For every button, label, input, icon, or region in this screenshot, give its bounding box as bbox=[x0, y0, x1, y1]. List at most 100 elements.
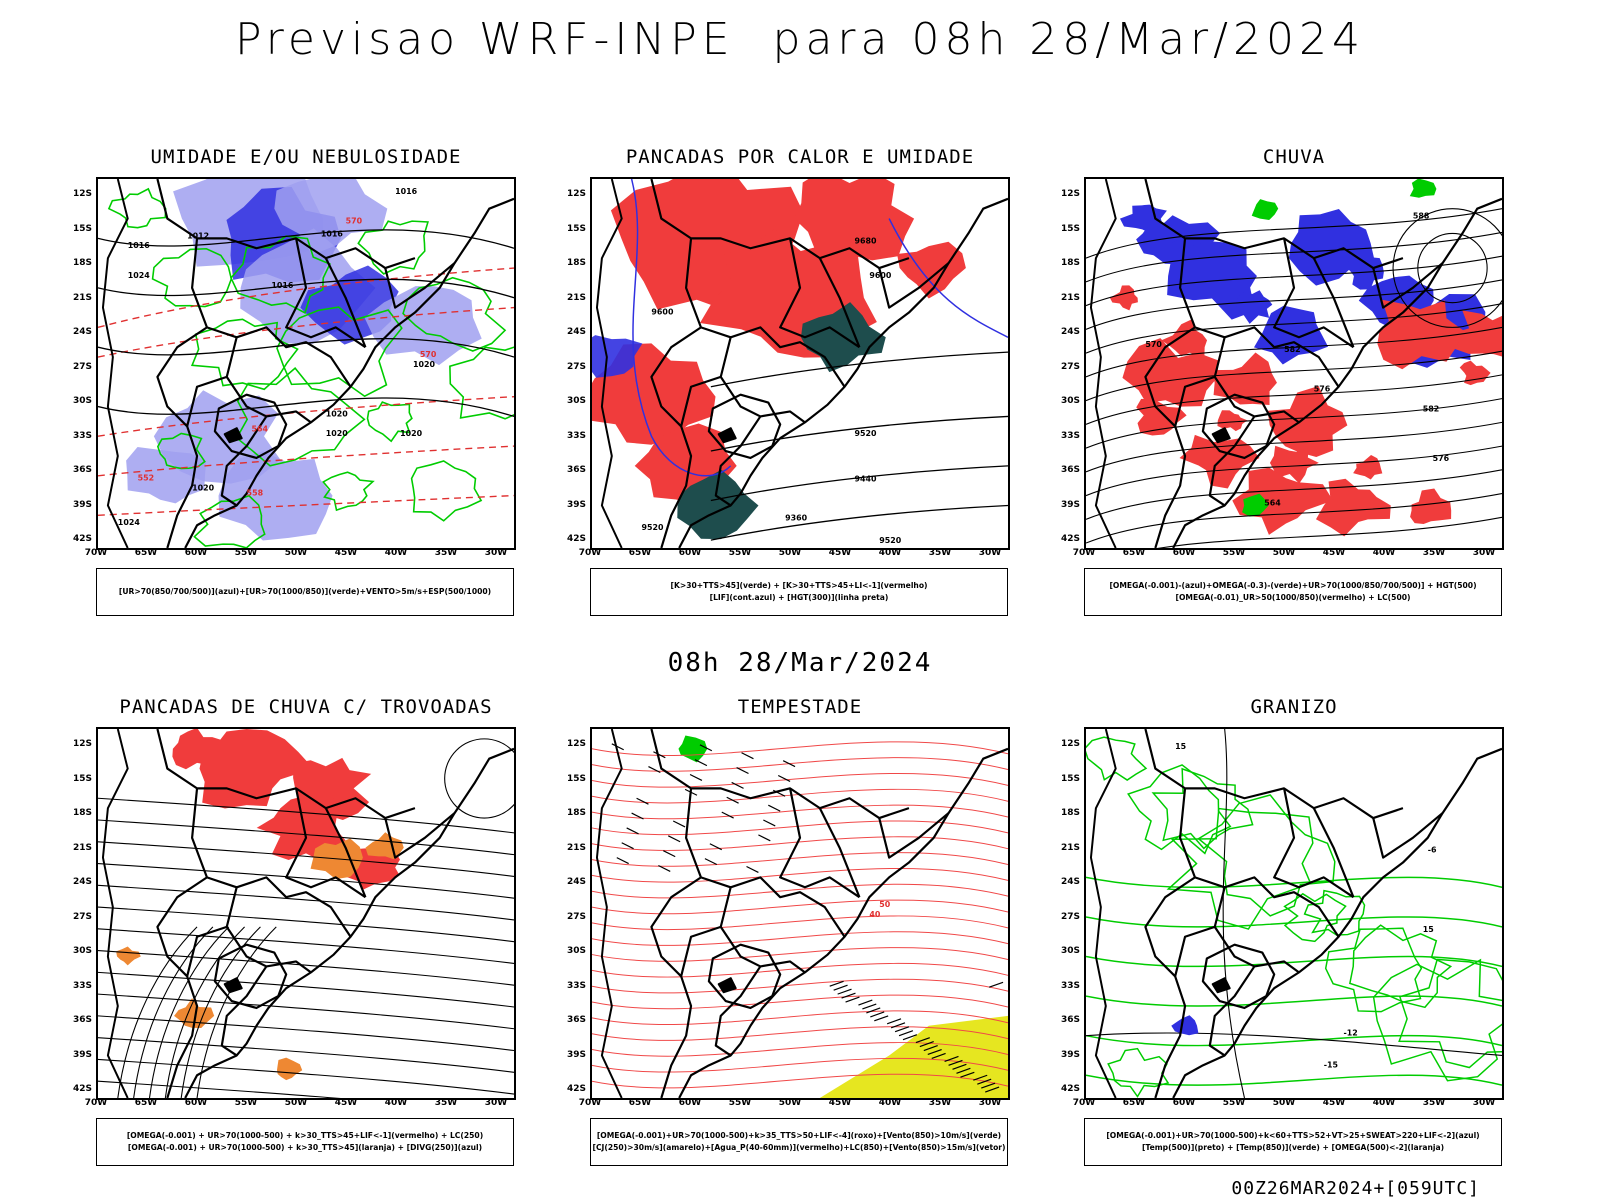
contour-label: 588 bbox=[1413, 212, 1430, 221]
contour-label: 9360 bbox=[785, 513, 808, 522]
latitude-label: 18S bbox=[566, 258, 586, 268]
longitude-label: 65W bbox=[628, 1098, 652, 1108]
latitude-label: 27S bbox=[72, 361, 92, 372]
latitude-label: 21S bbox=[72, 842, 92, 853]
latitude-label: 30S bbox=[1060, 396, 1080, 406]
latitude-label: 33S bbox=[1060, 430, 1080, 441]
longitude-label: 65W bbox=[134, 548, 158, 558]
latitude-label: 15S bbox=[1060, 773, 1080, 784]
forecast-map bbox=[98, 729, 514, 1098]
longitude-label: 45W bbox=[334, 548, 358, 558]
latitude-label: 27S bbox=[1060, 361, 1080, 372]
contour-label: 40 bbox=[869, 910, 881, 919]
longitude-label: 35W bbox=[928, 548, 952, 558]
low-level-humidity-contour bbox=[449, 346, 514, 420]
contour-label: 9680 bbox=[854, 236, 877, 245]
longitude-label: 40W bbox=[1372, 1098, 1396, 1108]
latitude-label: 12S bbox=[566, 189, 586, 199]
contour-label: 564 bbox=[252, 424, 269, 433]
contour-label: 570 bbox=[420, 350, 437, 359]
longitude-label: 35W bbox=[1422, 548, 1446, 558]
forecast-map: 15 -6 15 -12 -15 bbox=[1086, 729, 1502, 1098]
latitude-label: 12S bbox=[72, 189, 92, 199]
contour-label: 15 bbox=[1423, 925, 1434, 934]
longitude-label: 30W bbox=[1472, 548, 1496, 558]
latitude-label: 42S bbox=[1060, 534, 1080, 544]
omega-humidity-area bbox=[1410, 488, 1452, 524]
longitude-label: 70W bbox=[578, 548, 602, 558]
latitude-label: 33S bbox=[72, 980, 92, 991]
longitude-label: 30W bbox=[1472, 1098, 1496, 1108]
longitude-label: 35W bbox=[928, 1098, 952, 1108]
legend-line: [Temp(500)](preto) + [Temp(850)](verde) … bbox=[1141, 1143, 1445, 1152]
forecast-map: 9680 9600 9600 9520 9520 9440 9360 9520 bbox=[592, 179, 1008, 548]
longitude-label: 40W bbox=[878, 1098, 902, 1108]
low-level-humidity-contour bbox=[230, 235, 331, 314]
low-level-humidity-contour bbox=[151, 247, 233, 308]
longitude-label: 70W bbox=[578, 1098, 602, 1108]
wind-vectors bbox=[611, 743, 1004, 1093]
latitude-label: 39S bbox=[72, 1049, 92, 1060]
omega-humidity-area bbox=[1161, 318, 1208, 358]
latitude-label: 24S bbox=[566, 327, 586, 337]
latitude-label: 21S bbox=[1060, 292, 1080, 303]
low-level-humidity-contour bbox=[276, 306, 403, 398]
contour-label: 576 bbox=[1433, 454, 1450, 463]
omega-area bbox=[1167, 241, 1257, 320]
latitude-label: 24S bbox=[1060, 877, 1080, 887]
omega-humidity-area bbox=[1459, 360, 1491, 386]
longitude-label: 55W bbox=[728, 1098, 752, 1108]
model-run-info: 00Z26MAR2024+[059UTC] bbox=[1231, 1178, 1480, 1199]
contour-label: -15 bbox=[1324, 1060, 1338, 1069]
latitude-label: 18S bbox=[566, 808, 586, 818]
latitude-label: 27S bbox=[566, 361, 586, 372]
panel-title: GRANIZO bbox=[1250, 696, 1338, 718]
shower-area bbox=[116, 946, 141, 966]
longitude-label: 40W bbox=[384, 1098, 408, 1108]
low-level-humidity-contour bbox=[107, 187, 167, 229]
legend-line: [OMEGA(-0.001) + UR>70(1000-500) + k>30_… bbox=[127, 1143, 483, 1152]
longitude-label: 65W bbox=[628, 548, 652, 558]
forecast-map: 588 582 576 570 582 576 564 bbox=[1086, 179, 1502, 548]
contour-label: 570 bbox=[346, 217, 363, 226]
longitude-label: 55W bbox=[234, 548, 258, 558]
contour-labels: 1016 1012 1016 1016 1016 1024 1020 1020 1020 1020… bbox=[118, 187, 437, 527]
longitude-label: 65W bbox=[134, 1098, 158, 1108]
longitude-label: 70W bbox=[1072, 548, 1096, 558]
latitude-label: 39S bbox=[566, 499, 586, 510]
low-level-humidity-contour bbox=[357, 220, 429, 275]
contour-label: 9440 bbox=[854, 475, 877, 484]
legend-box: [OMEGA(-0.001)+UR>70(1000-500)+k<60+TTS>… bbox=[1084, 1118, 1502, 1166]
contour-label: 1020 bbox=[326, 429, 349, 438]
latitude-label: 36S bbox=[72, 1015, 92, 1025]
longitude-label: 50W bbox=[284, 548, 308, 558]
longitude-label: 45W bbox=[334, 1098, 358, 1108]
longitude-label: 55W bbox=[234, 1098, 258, 1108]
political-boundaries bbox=[1089, 179, 1502, 548]
omega-humidity-area bbox=[1232, 467, 1334, 535]
latitude-label: 27S bbox=[566, 911, 586, 922]
low-level-humidity-contour bbox=[156, 432, 206, 470]
contour-label: -12 bbox=[1344, 1029, 1358, 1038]
longitude-label: 60W bbox=[1172, 548, 1196, 558]
legend-line: [K>30+TTS>45](verde) + [K>30+TTS>45+LI<-… bbox=[670, 581, 928, 590]
legend-box: [K>30+TTS>45](verde) + [K>30+TTS>45+LI<-… bbox=[590, 568, 1008, 616]
legend-line: [LIF](cont.azul) + [HGT(300)](linha pret… bbox=[709, 593, 889, 602]
omega-humidity-area bbox=[1315, 478, 1391, 537]
contour-label: 9520 bbox=[642, 523, 665, 532]
contour-label: 582 bbox=[1284, 345, 1301, 354]
longitude-label: 35W bbox=[434, 548, 458, 558]
omega-humidity-area bbox=[1122, 338, 1219, 407]
omega-humidity-area bbox=[1109, 285, 1138, 311]
legend-box: [UR>70(850/700/500)](azul)+[UR>70(1000/8… bbox=[96, 568, 514, 616]
contour-label: 1020 bbox=[413, 360, 436, 369]
longitude-label: 55W bbox=[728, 548, 752, 558]
contour-label: 558 bbox=[247, 489, 264, 498]
latitude-label: 15S bbox=[72, 223, 92, 234]
longitude-label: 65W bbox=[1122, 548, 1146, 558]
longitude-label: 35W bbox=[1422, 1098, 1446, 1108]
contour-label: 1020 bbox=[192, 484, 215, 493]
latitude-label: 39S bbox=[72, 499, 92, 510]
longitude-label: 65W bbox=[1122, 1098, 1146, 1108]
